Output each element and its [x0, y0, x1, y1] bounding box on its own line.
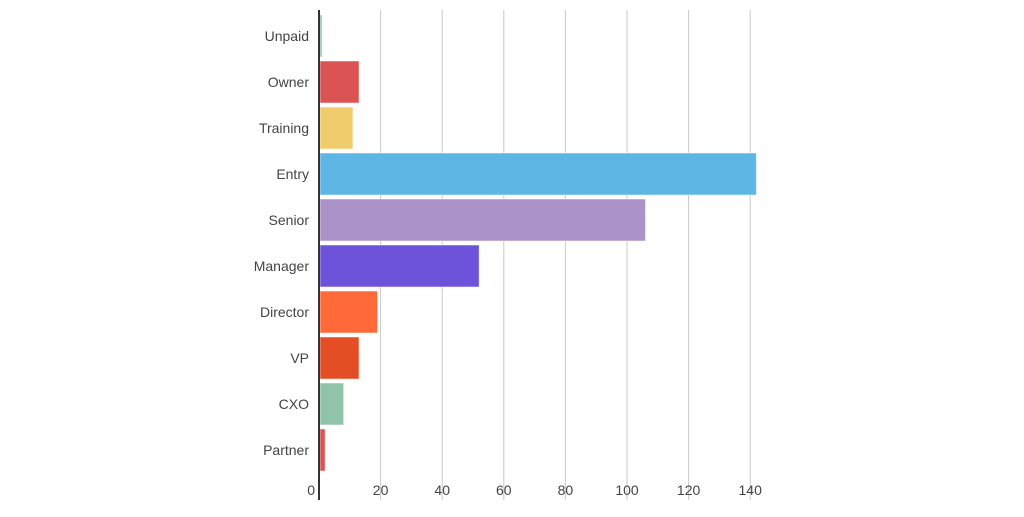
- x-tick-label: 100: [615, 482, 639, 498]
- y-tick-label: Owner: [268, 74, 310, 90]
- y-tick-label: Director: [260, 304, 309, 320]
- x-tick-label: 80: [558, 482, 574, 498]
- bar-owner[interactable]: [319, 60, 360, 104]
- bar-director[interactable]: [319, 290, 379, 334]
- y-tick-label: Entry: [276, 166, 309, 182]
- y-tick-label: Training: [259, 120, 309, 136]
- bar-training[interactable]: [319, 106, 354, 150]
- y-tick-label: Partner: [263, 442, 309, 458]
- y-tick-label: VP: [290, 350, 309, 366]
- bar-manager[interactable]: [319, 244, 480, 288]
- x-tick-label: 20: [373, 482, 389, 498]
- bar-partner[interactable]: [319, 428, 326, 472]
- x-tick-label: 60: [496, 482, 512, 498]
- bar-cxo[interactable]: [319, 382, 345, 426]
- bar-vp[interactable]: [319, 336, 360, 380]
- x-tick-label: 40: [434, 482, 450, 498]
- y-tick-label: CXO: [279, 396, 309, 412]
- x-tick-label: 0: [307, 482, 315, 498]
- x-tick-label: 140: [739, 482, 763, 498]
- bar-unpaid[interactable]: [319, 14, 323, 58]
- bar-senior[interactable]: [319, 198, 646, 242]
- y-tick-label: Manager: [254, 258, 310, 274]
- bar-entry[interactable]: [319, 152, 757, 196]
- y-tick-label: Senior: [269, 212, 310, 228]
- y-tick-label: Unpaid: [265, 28, 309, 44]
- x-tick-label: 120: [677, 482, 701, 498]
